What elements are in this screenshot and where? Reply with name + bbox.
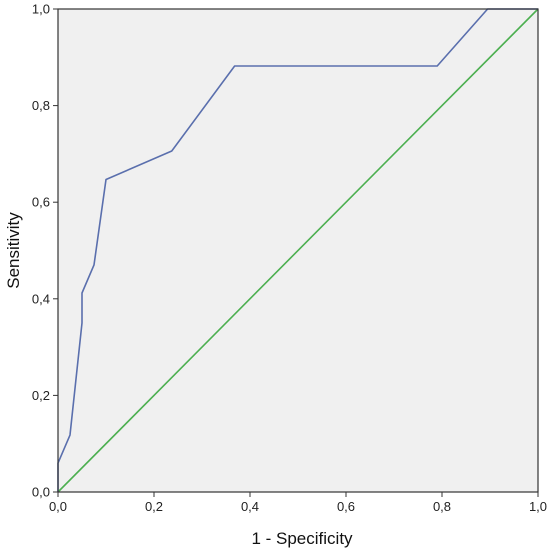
y-tick-label: 0,8 — [32, 98, 50, 113]
x-tick-label: 0,8 — [433, 499, 451, 514]
roc-curve-line — [57, 8, 538, 492]
y-tick-label: 0,0 — [32, 485, 50, 500]
x-tick-label: 0,4 — [241, 499, 259, 514]
x-tick-label: 1,0 — [529, 499, 547, 514]
x-tick-label: 0,2 — [145, 499, 163, 514]
y-tick-label: 0,4 — [32, 291, 50, 306]
x-tick-label: 0,6 — [337, 499, 355, 514]
y-axis-title: Sensitivity — [4, 212, 23, 289]
x-tick-label: 0,0 — [49, 499, 67, 514]
y-tick-label: 0,6 — [32, 195, 50, 210]
x-axis-title: 1 - Specificity — [251, 529, 353, 548]
y-tick-label: 0,2 — [32, 388, 50, 403]
y-tick-label: 1,0 — [32, 2, 50, 17]
x-axis-ticks: 0,0 0,2 0,4 0,6 0,8 1,0 — [49, 492, 547, 514]
y-axis-ticks: 0,0 0,2 0,4 0,6 0,8 1,0 — [32, 2, 58, 500]
plot-frame — [57, 8, 539, 493]
reference-diagonal-line — [57, 8, 539, 493]
series-layer — [57, 8, 539, 493]
